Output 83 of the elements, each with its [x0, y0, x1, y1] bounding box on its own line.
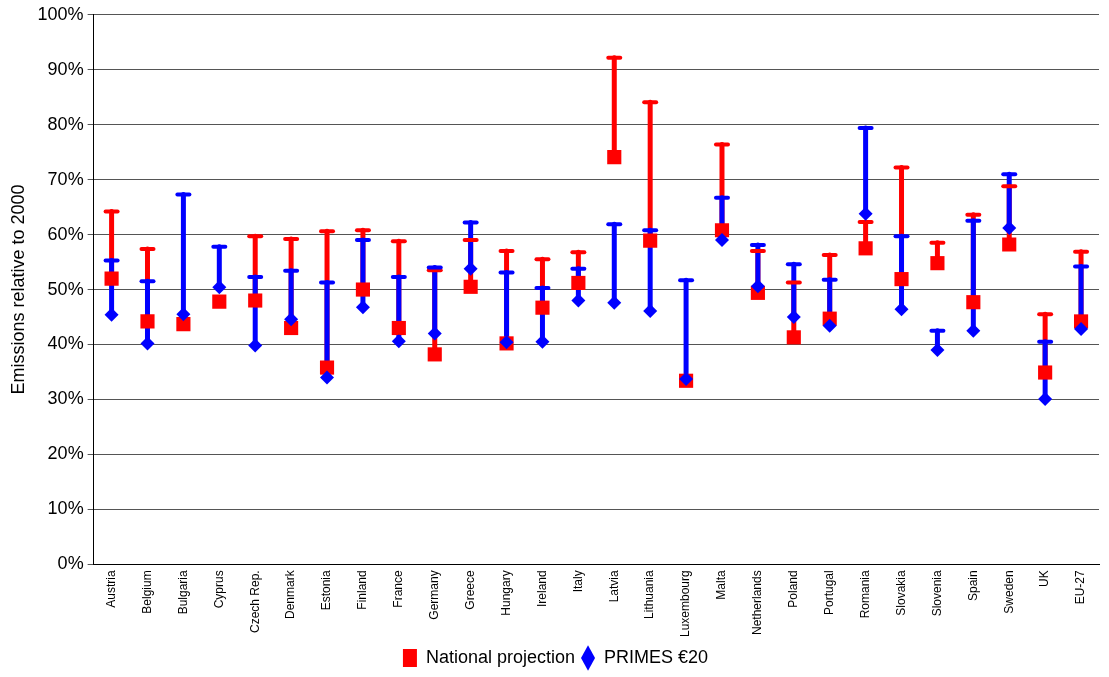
point [607, 150, 622, 165]
point [284, 312, 299, 327]
point [1074, 322, 1089, 337]
y-tick-label: 70% [47, 168, 84, 189]
point [966, 295, 981, 310]
point [463, 279, 478, 294]
point [427, 347, 442, 362]
legend-label: PRIMES €20 [604, 646, 709, 667]
point [320, 370, 335, 385]
x-tick-label: Greece [462, 569, 477, 610]
x-tick-label: Italy [570, 570, 585, 593]
y-tick-label: 100% [37, 3, 84, 24]
point [930, 256, 945, 271]
y-tick-label: 40% [47, 333, 84, 354]
point [786, 330, 801, 345]
point [176, 317, 191, 332]
point [427, 326, 442, 341]
x-tick-label: UK [1037, 570, 1052, 587]
y-tick-label: 0% [57, 553, 84, 574]
point [750, 279, 765, 294]
x-tick-label: France [391, 569, 406, 608]
x-tick-label: Latvia [606, 569, 621, 603]
point [1038, 365, 1053, 380]
point [176, 307, 191, 322]
point [1002, 221, 1017, 235]
x-tick-label: Poland [786, 570, 801, 608]
point [714, 233, 729, 248]
x-tick-label: Portugal [822, 570, 837, 615]
x-tick-label: Denmark [283, 569, 298, 619]
point [248, 293, 263, 308]
point [355, 300, 370, 315]
point [104, 307, 119, 322]
point [894, 302, 909, 317]
point [966, 323, 981, 338]
y-tick-label: 90% [47, 58, 84, 79]
y-tick-label: 20% [47, 443, 84, 464]
x-tick-label: Netherlands [750, 570, 765, 636]
x-tick-label: Malta [714, 569, 729, 600]
x-tick-label: Romania [857, 569, 872, 619]
y-tick-label: 30% [47, 388, 84, 409]
point [248, 338, 263, 353]
x-tick-label: Ireland [534, 570, 549, 607]
x-tick-label: Bulgaria [175, 569, 190, 615]
point [463, 261, 478, 276]
x-tick-label: Belgium [139, 570, 154, 614]
point [714, 223, 730, 238]
point [212, 294, 227, 309]
legend-label: National projection [425, 646, 576, 667]
x-tick-label: Cyprus [211, 570, 226, 609]
point [822, 318, 837, 333]
x-tick-label: Czech Rep. [247, 570, 262, 633]
x-tick-label: EU-27 [1073, 569, 1088, 605]
point [571, 293, 586, 308]
x-tick-label: Austria [103, 569, 118, 608]
x-tick-label: Germany [427, 570, 442, 620]
x-tick-label: Finland [355, 570, 370, 610]
point [391, 320, 406, 336]
point [786, 310, 801, 325]
point [391, 334, 406, 349]
point [607, 295, 622, 310]
point [355, 282, 370, 297]
y-tick-label: 60% [47, 223, 84, 244]
point [140, 314, 155, 329]
x-tick-label: Luxembourg [678, 570, 693, 638]
y-tick-label: 10% [47, 498, 84, 519]
point [894, 272, 909, 287]
x-tick-label: Hungary [498, 570, 513, 616]
point [535, 300, 550, 315]
point [571, 275, 586, 291]
point [104, 271, 119, 286]
point [643, 233, 658, 248]
point [1002, 237, 1017, 252]
x-tick-label: Sweden [1001, 570, 1016, 614]
x-tick-label: Slovenia [929, 569, 944, 617]
x-tick-label: Estonia [319, 569, 334, 611]
x-tick-label: Spain [965, 570, 980, 601]
x-tick-label: Slovakia [893, 569, 908, 616]
y-axis-title: Emissions relative to 2000 [7, 184, 28, 395]
x-tick-label: Lithuania [642, 569, 657, 620]
point [858, 241, 873, 256]
point [212, 280, 227, 295]
y-tick-label: 50% [47, 278, 84, 299]
y-tick-label: 80% [47, 113, 84, 134]
